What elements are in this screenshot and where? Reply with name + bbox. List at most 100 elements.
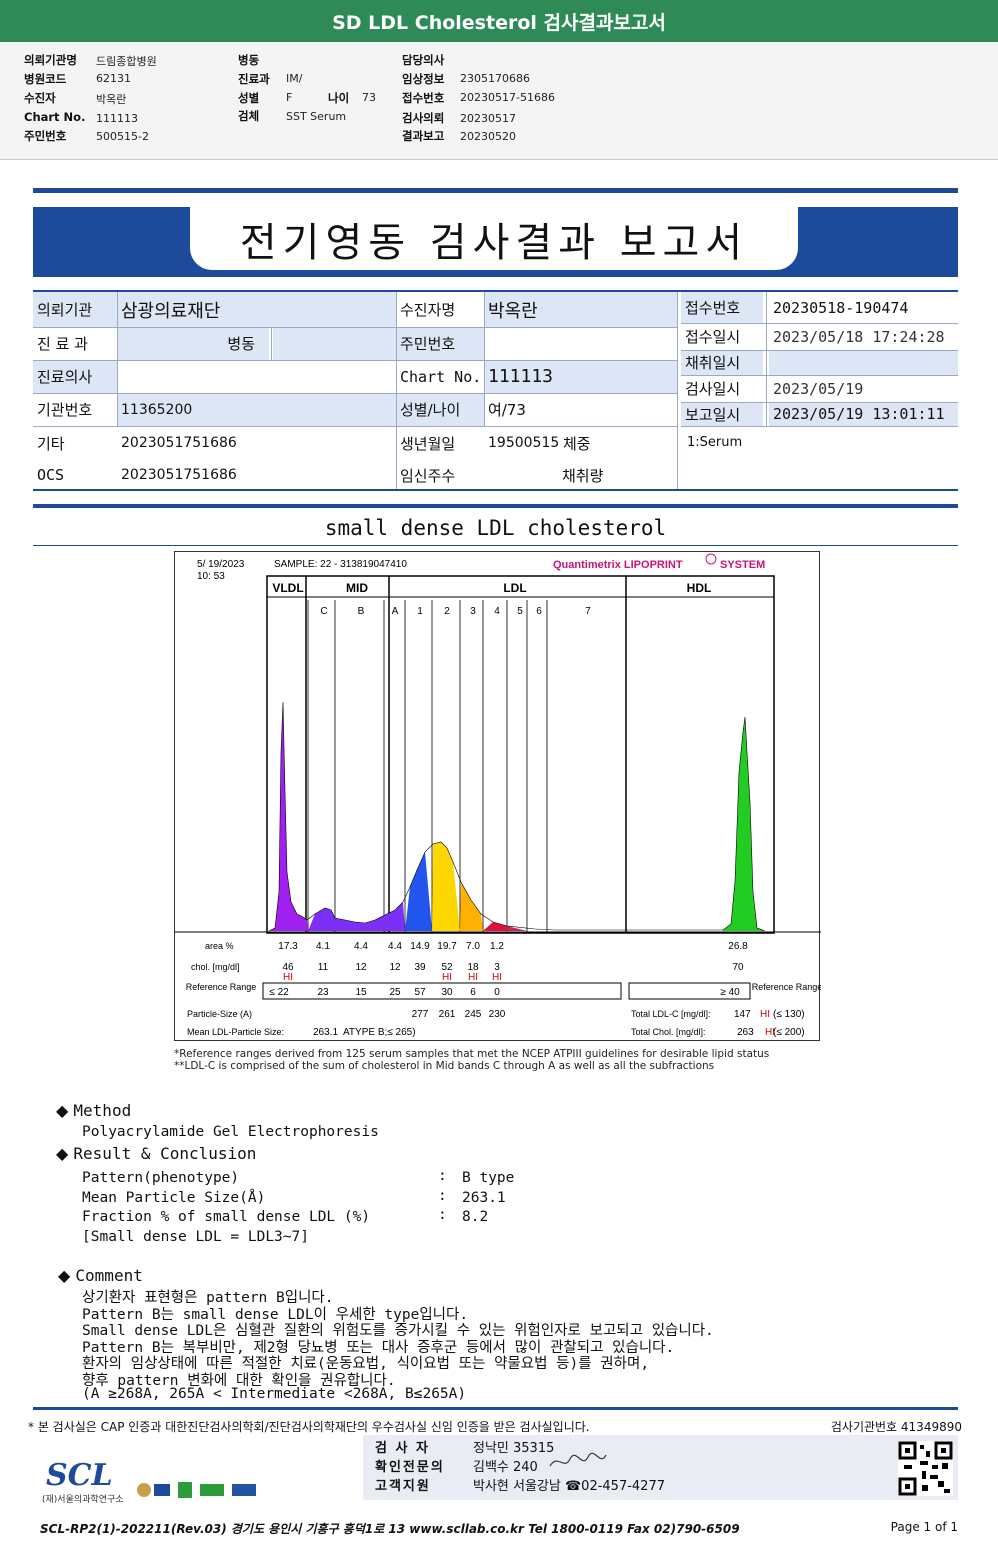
support-contact: 박사현 서울강남 ☎02-457-4277 [473,1479,665,1494]
field-label: 병동 [238,53,260,67]
field-label: 나이 [328,91,350,105]
result-sep: : [438,1168,447,1184]
density-trace [268,701,766,932]
label-doctor: 진료의사 [33,360,117,393]
row-label-area: area % [205,941,234,951]
result-note: [Small dense LDL = LDL3~7] [82,1229,309,1245]
method-text: Polyacrylamide Gel Electrophoresis [82,1124,379,1140]
field-label: 결과보고 [402,129,445,143]
band-label: C [320,606,327,617]
field-label: 담당의사 [402,53,445,67]
label-chart-no: Chart No. [400,367,482,386]
support-label: 고객지원 [375,1479,431,1494]
note-ldl: **LDL-C is comprised of the sum of chole… [174,1060,715,1072]
field-value: SST Serum [286,110,347,123]
tester-label: 검 사 자 [375,1441,430,1456]
ref-value: 25 [389,987,401,998]
patient-info-table: 의뢰기관 삼광의료재단 수진자명 박옥란 접수번호 20230518-19047… [33,290,958,491]
field-value: 20230520 [460,130,516,143]
electrophoresis-chart: 5/ 19/2023 10: 53 SAMPLE: 22 - 31381904741… [174,551,822,1041]
hi-flag: HI [442,972,452,983]
total-chol-value: 263 [737,1027,754,1038]
particle-size: 277 [412,1009,429,1020]
total-ldl-ref: (≤ 130) [773,1009,805,1020]
group-label: HDL [687,581,712,595]
field-label: 수진자 [24,91,56,105]
bottom-line: SCL-RP2(1)-202211(Rev.03) 경기도 용인시 기흥구 흥덕… [40,1520,958,1537]
band-label: 3 [470,606,476,617]
chart-date: 5/ 19/2023 [197,559,245,570]
field-label: Chart No. [24,110,86,124]
field-label: 성별 [238,91,260,105]
chart-plot-frame [266,575,775,934]
chart-brand: Quantimetrix LIPOPRINT [553,559,683,571]
ref-value: 6 [470,987,476,998]
label-patient: 수진자명 [400,301,456,319]
field-label: 주민번호 [24,129,67,143]
ldl3-region [483,922,507,931]
label-inst-no: 기관번호 [37,401,93,419]
area-value: 17.3 [278,941,298,952]
specimen-type: 1:Serum [687,434,743,450]
total-chol-label: Total Chol. [mg/dl]: [631,1027,706,1037]
doctor-value [117,360,396,393]
result-sep: : [438,1207,447,1223]
diamond-icon: ◆ [56,1101,69,1120]
area-value: 4.4 [354,941,368,952]
label-volume: 채취량 [562,466,604,485]
label-test-date: 검사일시 [685,380,741,398]
ldl4-region [507,926,527,931]
comment-heading-text: Comment [75,1266,143,1285]
specialist-name: 김백수 240 [473,1460,538,1475]
label-dept: 진 료 과 [37,335,88,353]
ref-value: 23 [317,987,329,998]
particle-size: 245 [465,1009,482,1020]
chart-time: 10: 53 [197,571,225,582]
row-label-particle: Particle-Size (A) [187,1009,252,1019]
field-value: 드림종합병원 [96,55,157,68]
group-label: VLDL [272,581,303,595]
result-label: Pattern(phenotype) [82,1170,240,1186]
page-number: Page 1 of 1 [890,1520,958,1534]
collect-date [769,350,958,375]
signature-block: 검 사 자 정낙민 35315 확인전문의 김백수 240 고객지원 박사현 서… [363,1435,958,1500]
ref-value: ≤ 22 [269,987,289,998]
label-accession: 접수번호 [681,292,763,323]
field-value: 111113 [96,112,138,125]
chol-value: 3 [494,962,500,973]
comment-line: 환자의 임상상태에 따른 적절한 치료(운동요법, 식이요법 또는 약물요법 등… [82,1356,650,1372]
chart-no: 111113 [484,360,677,393]
area-value: 4.4 [388,941,402,952]
specialist-label: 확인전문의 [375,1460,445,1475]
label-sex-age: 성별/나이 [396,393,484,426]
total-chol-ref: (≤ 200) [773,1027,805,1038]
hi-flag: HI [468,972,478,983]
hdl-peak [723,717,765,931]
hi-flag: HI [283,972,293,983]
report-date: 2023/05/19 13:01:11 [769,402,958,426]
field-value: IM/ [286,72,303,85]
report-title: 전기영동 검사결과 보고서 [190,207,798,270]
signature-icon [549,1452,607,1467]
field-label: 검체 [238,109,260,123]
chol-value: 18 [467,962,479,973]
rrn-value [484,327,677,360]
bottom-address: SCL-RP2(1)-202211(Rev.03) 경기도 용인시 기흥구 흥덕… [40,1522,740,1536]
hdl-ref-box [628,982,751,1000]
institution-value: 삼광의료재단 [117,292,396,327]
patient-name: 박옥란 [484,292,677,327]
chol-value: 70 [732,962,744,973]
row-label-ref-right: Reference Range [752,982,821,992]
label-rrn: 주민번호 [396,327,484,360]
cert-note: * 본 검사실은 CAP 인증과 대한진단검사의학회/진단검사의학재단의 우수검… [28,1418,968,1435]
title-rule [33,188,958,193]
ldl2-region [460,882,483,931]
band-label: 4 [494,606,500,617]
particle-size: 261 [439,1009,456,1020]
lab-number: 검사기관번호 41349890 [830,1420,962,1434]
band-label: A [392,606,399,617]
comment-line: Pattern B는 small dense LDL이 우세한 type입니다. [82,1307,469,1323]
result-sep: : [438,1188,447,1204]
result-label: Fraction % of small dense LDL (%) [82,1209,371,1225]
label-ocs: OCS [37,466,65,484]
